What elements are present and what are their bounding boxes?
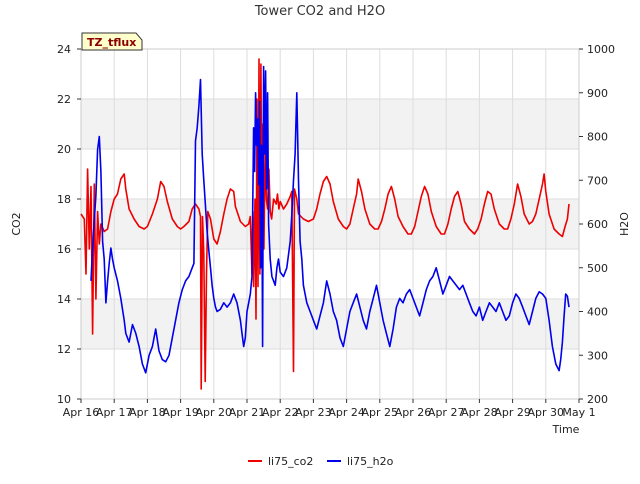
- y-right-tick-label-0: 200: [587, 393, 608, 406]
- background-bands: [81, 99, 579, 349]
- x-tick-label-13: Apr 29: [494, 406, 531, 419]
- y-left-tick-label-5: 20: [57, 143, 71, 156]
- x-tick-label-3: Apr 19: [162, 406, 199, 419]
- y-axis-left-label: CO2: [10, 212, 23, 235]
- y-axis-left: 10 12 14 16 18 20 22 24: [57, 43, 81, 406]
- y-right-tick-label-7: 900: [587, 87, 608, 100]
- x-tick-label-5: Apr 21: [229, 406, 266, 419]
- x-tick-label-10: Apr 26: [395, 406, 432, 419]
- series-line-li75_co2: [80, 58, 570, 390]
- y-left-tick-label-3: 16: [57, 243, 71, 256]
- y-left-tick-label-0: 10: [57, 393, 71, 406]
- y-left-tick-label-7: 24: [57, 43, 71, 56]
- band-2: [81, 99, 579, 149]
- legend-label-h2o: li75_h2o: [347, 455, 394, 468]
- chart-title: Tower CO2 and H2O: [254, 4, 385, 19]
- x-tick-label-14: Apr 30: [528, 406, 565, 419]
- x-tick-label-1: Apr 17: [96, 406, 133, 419]
- y-right-tick-label-2: 400: [587, 306, 608, 319]
- series-line-li75_h2o: [90, 65, 570, 374]
- y-left-tick-label-6: 22: [57, 93, 71, 106]
- y-right-tick-label-1: 300: [587, 349, 608, 362]
- site-badge: TZ_tflux: [81, 32, 143, 51]
- series-layer: [80, 58, 570, 390]
- x-tick-label-12: Apr 28: [461, 406, 498, 419]
- x-tick-label-0: Apr 16: [63, 406, 100, 419]
- x-tick-label-8: Apr 24: [328, 406, 365, 419]
- band-0: [81, 299, 579, 349]
- y-left-tick-label-2: 14: [57, 293, 71, 306]
- x-tick-label-9: Apr 25: [362, 406, 399, 419]
- x-tick-label-6: Apr 22: [262, 406, 299, 419]
- legend: li75_co2 li75_h2o: [248, 455, 394, 468]
- y-left-tick-label-4: 18: [57, 193, 71, 206]
- y-axis-right: 200 300 400 500 600 700 800 900 1000: [579, 43, 615, 406]
- y-left-tick-label-1: 12: [57, 343, 71, 356]
- site-badge-label: TZ_tflux: [87, 36, 136, 49]
- y-right-tick-label-5: 700: [587, 174, 608, 187]
- y-right-tick-label-4: 600: [587, 218, 608, 231]
- x-tick-label-11: Apr 27: [428, 406, 465, 419]
- x-tick-label-7: Apr 23: [295, 406, 332, 419]
- x-tick-label-2: Apr 18: [129, 406, 166, 419]
- y-right-tick-label-3: 500: [587, 262, 608, 275]
- site-badge-box: [81, 32, 143, 51]
- x-tick-label-15: May 1: [562, 406, 595, 419]
- legend-label-co2: li75_co2: [268, 455, 313, 468]
- y-right-tick-label-8: 1000: [587, 43, 615, 56]
- band-1: [81, 199, 579, 249]
- x-axis-label: Time: [552, 423, 580, 436]
- y-right-tick-label-6: 800: [587, 131, 608, 144]
- y-axis-right-label: H2O: [618, 212, 631, 236]
- x-tick-label-4: Apr 20: [196, 406, 233, 419]
